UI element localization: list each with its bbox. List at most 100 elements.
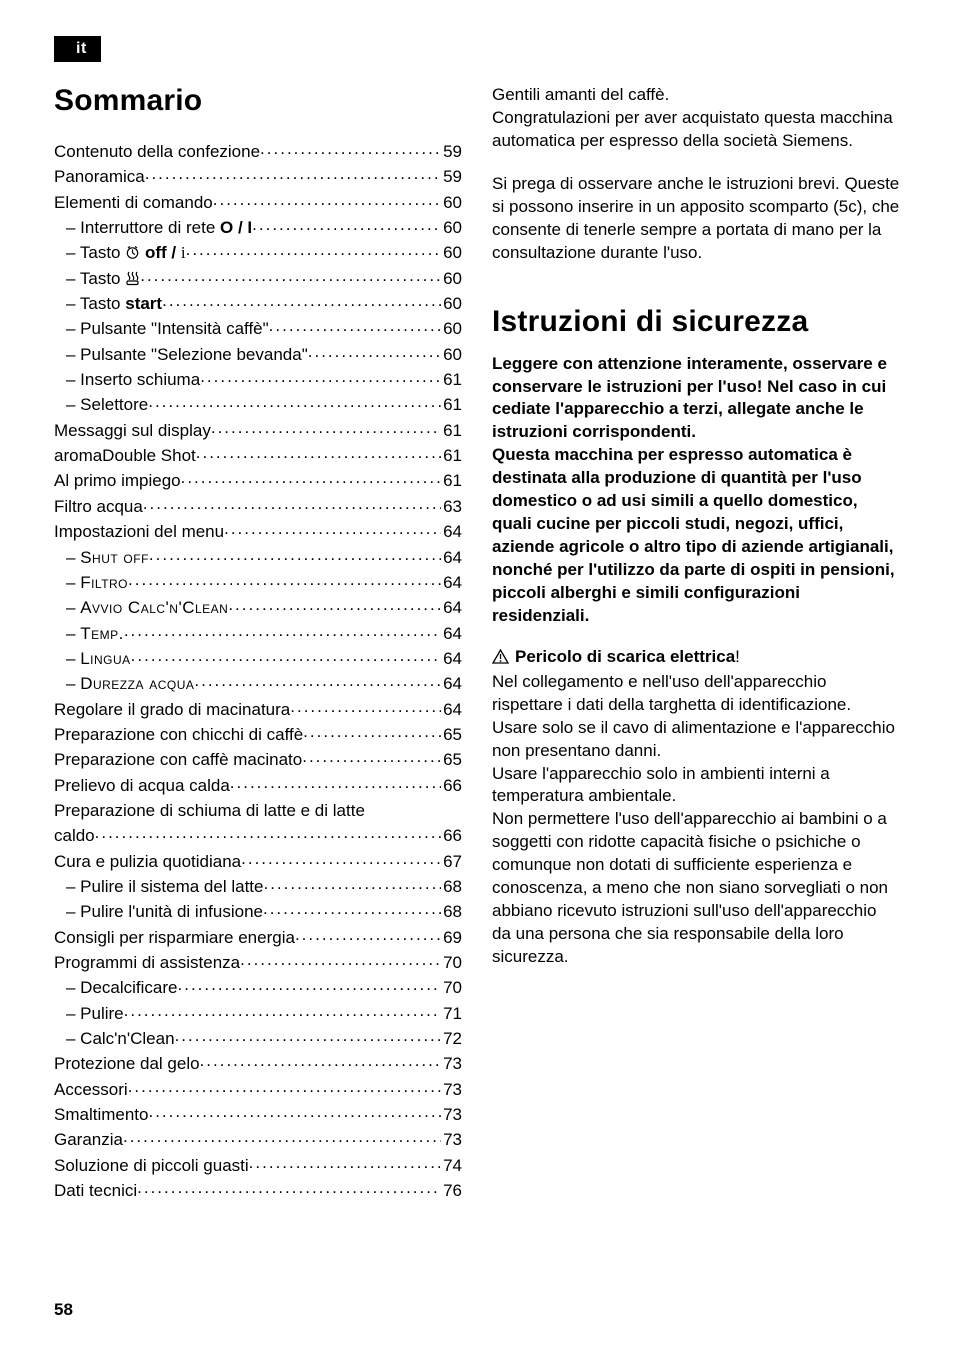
toc-label: – Durezza acqua bbox=[66, 675, 194, 692]
toc-leader bbox=[308, 343, 441, 360]
toc-page: 60 bbox=[441, 194, 462, 211]
toc-leader bbox=[200, 368, 441, 385]
toc-row: Smaltimento 73 bbox=[54, 1103, 462, 1123]
toc-leader bbox=[124, 622, 441, 639]
toc-row: aromaDouble Shot61 bbox=[54, 444, 462, 464]
toc-leader bbox=[263, 900, 441, 917]
toc-label: Accessori bbox=[54, 1081, 128, 1098]
toc-page: 63 bbox=[441, 498, 462, 515]
toc-label: Al primo impiego bbox=[54, 472, 181, 489]
toc-label: Dati tecnici bbox=[54, 1182, 137, 1199]
toc-page: 60 bbox=[441, 244, 462, 261]
toc-leader bbox=[194, 672, 441, 689]
toc-leader bbox=[178, 976, 442, 993]
toc-page: 71 bbox=[441, 1005, 462, 1022]
toc-row: – Pulsante "Intensità caffè"60 bbox=[54, 317, 462, 337]
table-of-contents: Contenuto della confezione59Panoramica59… bbox=[54, 140, 462, 1199]
language-tag: it bbox=[54, 36, 101, 62]
toc-page: 65 bbox=[441, 751, 462, 768]
toc-row: – Filtro64 bbox=[54, 571, 462, 591]
toc-row: Protezione dal gelo73 bbox=[54, 1052, 462, 1072]
toc-label: Preparazione con caffè macinato bbox=[54, 751, 302, 768]
toc-row: Preparazione di schiuma di latte e di la… bbox=[54, 799, 462, 819]
toc-row: Consigli per risparmiare energia69 bbox=[54, 926, 462, 946]
toc-row: Dati tecnici 76 bbox=[54, 1179, 462, 1199]
toc-row: – Inserto schiuma61 bbox=[54, 368, 462, 388]
toc-page: 61 bbox=[441, 472, 462, 489]
toc-label: Contenuto della confezione bbox=[54, 143, 260, 160]
toc-row: Al primo impiego 61 bbox=[54, 469, 462, 489]
toc-page: 68 bbox=[441, 878, 462, 895]
toc-leader bbox=[241, 850, 441, 867]
toc-row: – Tasto off / i 60 bbox=[54, 241, 462, 261]
toc-page: 68 bbox=[441, 903, 462, 920]
toc-page: 60 bbox=[441, 270, 462, 287]
toc-leader bbox=[252, 216, 441, 233]
toc-row: Garanzia73 bbox=[54, 1128, 462, 1148]
toc-label: – Avvio Calc'n'Clean bbox=[66, 599, 228, 616]
toc-page: 61 bbox=[441, 447, 462, 464]
toc-row: – Pulire 71 bbox=[54, 1002, 462, 1022]
toc-leader bbox=[137, 1179, 441, 1196]
toc-leader bbox=[196, 444, 441, 461]
toc-page: 65 bbox=[441, 726, 462, 743]
toc-row: – Selettore61 bbox=[54, 393, 462, 413]
toc-row: – Tasto start 60 bbox=[54, 292, 462, 312]
toc-label: – Decalciﬁcare bbox=[66, 979, 178, 996]
toc-label: Cura e pulizia quotidiana bbox=[54, 853, 241, 870]
toc-label: Programmi di assistenza bbox=[54, 954, 240, 971]
intro-note: Si prega di osservare anche le istruzion… bbox=[492, 173, 900, 265]
toc-label: Impostazioni del menu bbox=[54, 523, 224, 540]
toc-leader bbox=[181, 469, 441, 486]
toc-row: – Pulire il sistema del latte 68 bbox=[54, 875, 462, 895]
toc-page: 73 bbox=[441, 1106, 462, 1123]
toc-page: 61 bbox=[441, 422, 462, 439]
toc-page: 60 bbox=[441, 295, 462, 312]
toc-label: – Tasto off / i bbox=[66, 244, 186, 261]
toc-page: 70 bbox=[441, 954, 462, 971]
toc-label: – Pulsante "Intensità caffè" bbox=[66, 320, 269, 337]
toc-row: caldo66 bbox=[54, 824, 462, 844]
toc-label: Messaggi sul display bbox=[54, 422, 211, 439]
toc-row: Cura e pulizia quotidiana67 bbox=[54, 850, 462, 870]
toc-page: 64 bbox=[441, 523, 462, 540]
intro-line-1: Gentili amanti del caffè. bbox=[492, 85, 669, 104]
toc-row: Elementi di comando60 bbox=[54, 191, 462, 211]
toc-label: Panoramica bbox=[54, 168, 145, 185]
toc-leader bbox=[148, 393, 441, 410]
toc-page: 61 bbox=[441, 371, 462, 388]
toc-row: – Durezza acqua64 bbox=[54, 672, 462, 692]
toc-label: Smaltimento bbox=[54, 1106, 148, 1123]
toc-leader bbox=[128, 571, 441, 588]
toc-row: – Decalciﬁcare70 bbox=[54, 976, 462, 996]
toc-leader bbox=[145, 165, 441, 182]
toc-row: Messaggi sul display 61 bbox=[54, 419, 462, 439]
toc-label: – Pulire bbox=[66, 1005, 124, 1022]
toc-page: 60 bbox=[441, 219, 462, 236]
toc-leader bbox=[230, 774, 441, 791]
toc-leader bbox=[95, 824, 441, 841]
toc-page: 66 bbox=[441, 827, 462, 844]
toc-page: 69 bbox=[441, 929, 462, 946]
toc-leader bbox=[140, 267, 441, 284]
toc-leader bbox=[211, 419, 441, 436]
toc-leader bbox=[186, 241, 441, 258]
toc-page: 73 bbox=[441, 1055, 462, 1072]
toc-label: Filtro acqua bbox=[54, 498, 143, 515]
toc-row: – Pulsante "Selezione bevanda"60 bbox=[54, 343, 462, 363]
toc-label: – Calc'n'Clean bbox=[66, 1030, 175, 1047]
toc-page: 76 bbox=[441, 1182, 462, 1199]
toc-row: – Temp.64 bbox=[54, 622, 462, 642]
toc-page: 73 bbox=[441, 1081, 462, 1098]
toc-leader bbox=[148, 1103, 441, 1120]
toc-page: 64 bbox=[441, 701, 462, 718]
toc-leader bbox=[213, 191, 441, 208]
toc-leader bbox=[365, 799, 462, 816]
toc-page: 59 bbox=[441, 143, 462, 160]
toc-label: – Pulire il sistema del latte bbox=[66, 878, 263, 895]
toc-label: – Tasto start bbox=[66, 295, 162, 312]
toc-page: 64 bbox=[441, 650, 462, 667]
toc-leader bbox=[263, 875, 441, 892]
toc-label: Preparazione con chicchi di caf﻿fè bbox=[54, 726, 303, 743]
page-number: 58 bbox=[54, 1300, 73, 1320]
